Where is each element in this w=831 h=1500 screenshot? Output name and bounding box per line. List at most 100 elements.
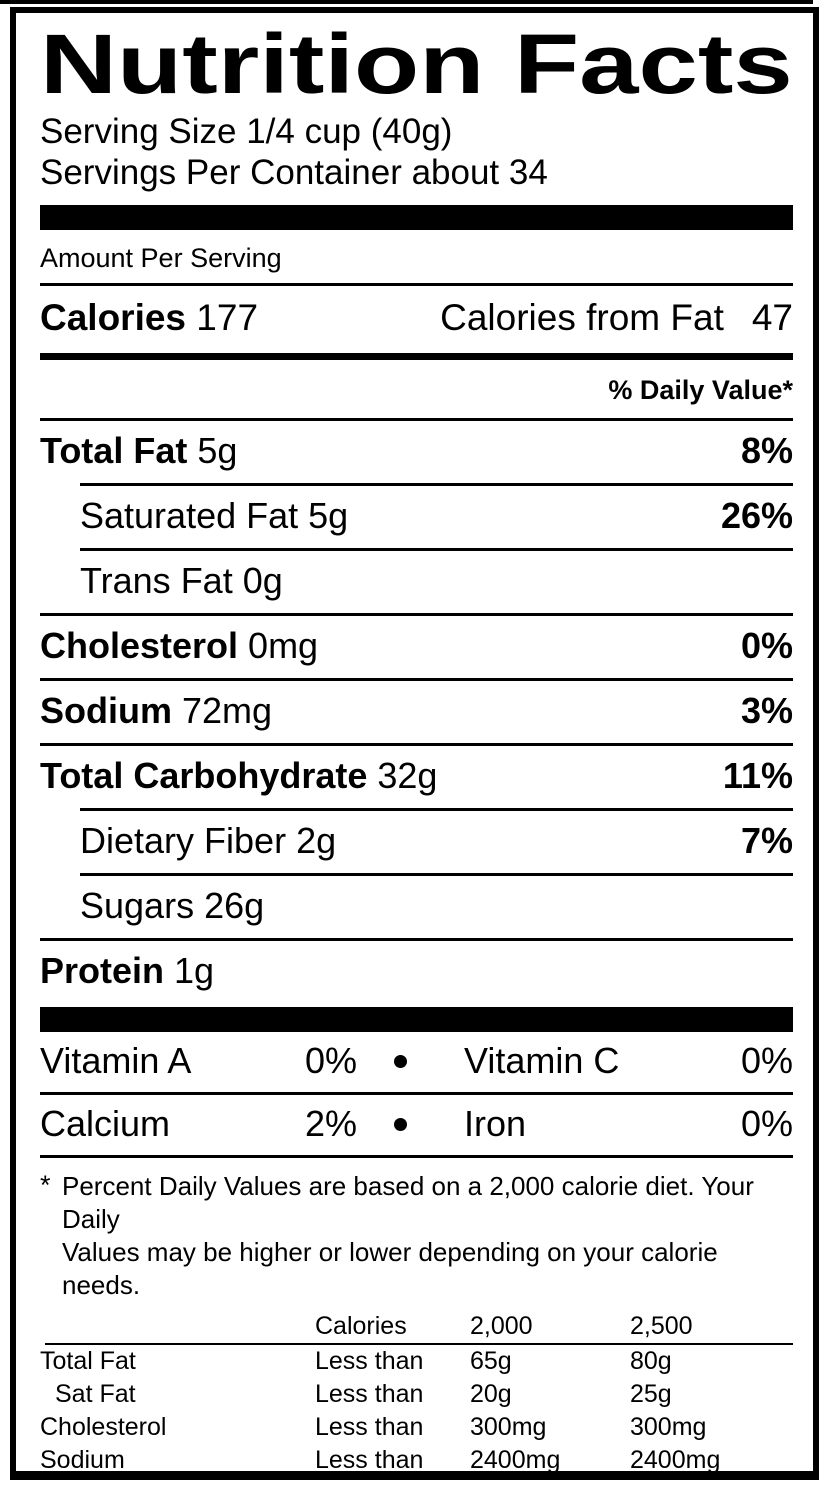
vitamin-row: Calcium 2% Iron 0%: [40, 1095, 793, 1155]
daily-values-table-body: Total Fat Less than 65g 80g Sat Fat Less than…: [40, 1345, 793, 1480]
nutrient-row-dietary-fiber: Dietary Fiber 2g 7%: [40, 811, 793, 873]
table-cell-name: Total Fat: [40, 1347, 136, 1375]
nutrient-daily-value: 11%: [722, 755, 793, 796]
table-cell-name: Sat Fat: [55, 1380, 136, 1408]
header-2000: 2,000: [470, 1312, 533, 1340]
serving-size: Serving Size 1/4 cup (40g): [40, 112, 453, 151]
nutrient-row-trans-fat: Trans Fat 0g: [40, 551, 793, 613]
vitamin-left-name: Vitamin A: [40, 1040, 192, 1081]
separator-rule: [40, 678, 793, 681]
nutrient-amount: 32g: [367, 755, 438, 796]
nutrient-row-total-carbohydrate: Total Carbohydrate 32g 11%: [40, 746, 793, 808]
table-cell-qualifier: Less than: [315, 1413, 424, 1441]
table-cell-qualifier: Less than: [315, 1446, 424, 1474]
table-cell-2000: 20g: [470, 1380, 512, 1408]
nutrient-amount: 2g: [286, 820, 337, 861]
nutrient-name: Total Fat: [40, 430, 188, 471]
table-cell-qualifier: Less than: [315, 1380, 424, 1408]
header-2500: 2,500: [630, 1312, 693, 1340]
percent-daily-value-heading: % Daily Value*: [608, 375, 793, 405]
table-row-cholesterol: Cholesterol Less than 300mg 300mg: [40, 1411, 793, 1444]
table-row-sat-fat: Sat Fat Less than 20g 25g: [40, 1378, 793, 1411]
nutrient-daily-value: 0%: [740, 625, 793, 666]
header-calories: Calories: [315, 1312, 407, 1340]
table-cell-2000: 300mg: [470, 1413, 547, 1441]
top-edge-artifact: [0, 0, 813, 4]
nutrient-row-sugars: Sugars 26g: [40, 876, 793, 938]
separator-rule: [40, 1092, 793, 1095]
vitamin-left-name: Calcium: [40, 1103, 171, 1144]
table-cell-2000: 65g: [470, 1347, 512, 1375]
calories-from-fat: Calories from Fat 47: [440, 297, 793, 339]
vitamin-left-value: 2%: [304, 1103, 357, 1144]
daily-values-table: Calories 2,000 2,500 Total Fat Less than 6…: [40, 1310, 793, 1480]
nutrient-row-total-fat: Total Fat 5g 8%: [40, 421, 793, 483]
table-cell-name: Total Carbohydrate: [40, 1477, 315, 1480]
vitamin-row: Vitamin A 0% Vitamin C 0%: [40, 1032, 793, 1092]
separator-rule: [40, 283, 793, 286]
footnote: * Percent Daily Values are based on a 2,…: [40, 1158, 793, 1302]
table-cell-2500: 300mg: [630, 1413, 707, 1441]
table-cell-2500: 25g: [630, 1380, 672, 1408]
header-spacer: [40, 1310, 315, 1342]
thick-separator-bar: [40, 205, 793, 230]
nutrient-name: Trans Fat: [80, 560, 233, 601]
bullet-separator-icon: [357, 1117, 443, 1131]
table-row-total-fat: Total Fat Less than 65g 80g: [40, 1345, 793, 1378]
separator-rule: [80, 483, 793, 486]
table-cell-name: Cholesterol: [40, 1413, 167, 1441]
nutrient-name: Sodium: [40, 690, 172, 731]
separator-rule: [40, 938, 793, 941]
nutrient-amount: 72mg: [172, 690, 273, 731]
table-cell-2000: 300g: [470, 1477, 630, 1480]
separator-rule: [80, 808, 793, 811]
bullet-separator-icon: [357, 1054, 443, 1068]
label-title: Nutrition Facts: [40, 17, 793, 111]
daily-values-table-header: Calories 2,000 2,500: [40, 1310, 793, 1342]
separator-rule: [80, 873, 793, 876]
nutrient-amount: 5g: [187, 430, 238, 471]
vitamin-right-value: 0%: [740, 1103, 793, 1144]
separator-rule: [40, 613, 793, 616]
nutrient-daily-value: 3%: [740, 690, 793, 731]
nutrient-amount: 5g: [298, 495, 349, 536]
nutrient-amount: 1g: [164, 950, 215, 991]
table-header-rule: [45, 1343, 793, 1345]
nutrient-row-saturated-fat: Saturated Fat 5g 26%: [40, 486, 793, 548]
nutrient-amount: 26g: [194, 885, 265, 926]
nutrient-name: Dietary Fiber: [80, 820, 287, 861]
nutrient-daily-value: 26%: [720, 495, 793, 536]
calories-from-fat-value: 47: [751, 297, 793, 338]
nutrient-daily-value: 8%: [740, 430, 793, 471]
separator-rule: [80, 548, 793, 551]
vitamin-left-value: 0%: [304, 1040, 357, 1081]
table-cell-2500: 80g: [630, 1347, 672, 1375]
nutrient-daily-value: 7%: [740, 820, 793, 861]
nutrient-name: Saturated Fat: [80, 495, 299, 536]
table-cell-2500: 375g: [630, 1477, 793, 1480]
table-cell-2500: 2400mg: [630, 1446, 721, 1474]
nutrient-name: Total Carbohydrate: [40, 755, 368, 796]
amount-per-serving-heading: Amount Per Serving: [40, 243, 282, 273]
vitamin-right-name: Vitamin C: [464, 1040, 620, 1081]
footnote-asterisk: *: [40, 1170, 51, 1200]
thick-rule: [40, 353, 793, 360]
nutrient-row-cholesterol: Cholesterol 0mg 0%: [40, 616, 793, 678]
table-cell-name: Sodium: [40, 1446, 125, 1474]
nutrient-name: Sugars: [80, 885, 195, 926]
nutrient-row-sodium: Sodium 72mg 3%: [40, 681, 793, 743]
nutrient-name: Cholesterol: [40, 625, 239, 666]
nutrient-amount: 0mg: [238, 625, 319, 666]
separator-rule: [40, 1155, 793, 1158]
nutrition-facts-label: Nutrition Facts Serving Size 1/4 cup (40…: [10, 7, 819, 1480]
calories-value: 177: [196, 297, 259, 338]
table-row-sodium: Sodium Less than 2400mg 2400mg: [40, 1444, 793, 1474]
servings-per-container: Servings Per Container about 34: [40, 153, 548, 192]
thick-separator-bar: [40, 1007, 793, 1032]
nutrient-amount: 0g: [232, 560, 283, 601]
nutrient-row-protein: Protein 1g: [40, 941, 793, 1003]
calories-row: Calories 177 Calories from Fat 47: [40, 286, 793, 353]
nutrients-section: Total Fat 5g 8% Saturated Fat 5g 26% Trans F…: [40, 418, 793, 1003]
table-cell-qualifier: Less than: [315, 1347, 424, 1375]
calories-from-fat-label: Calories from Fat: [440, 297, 724, 338]
